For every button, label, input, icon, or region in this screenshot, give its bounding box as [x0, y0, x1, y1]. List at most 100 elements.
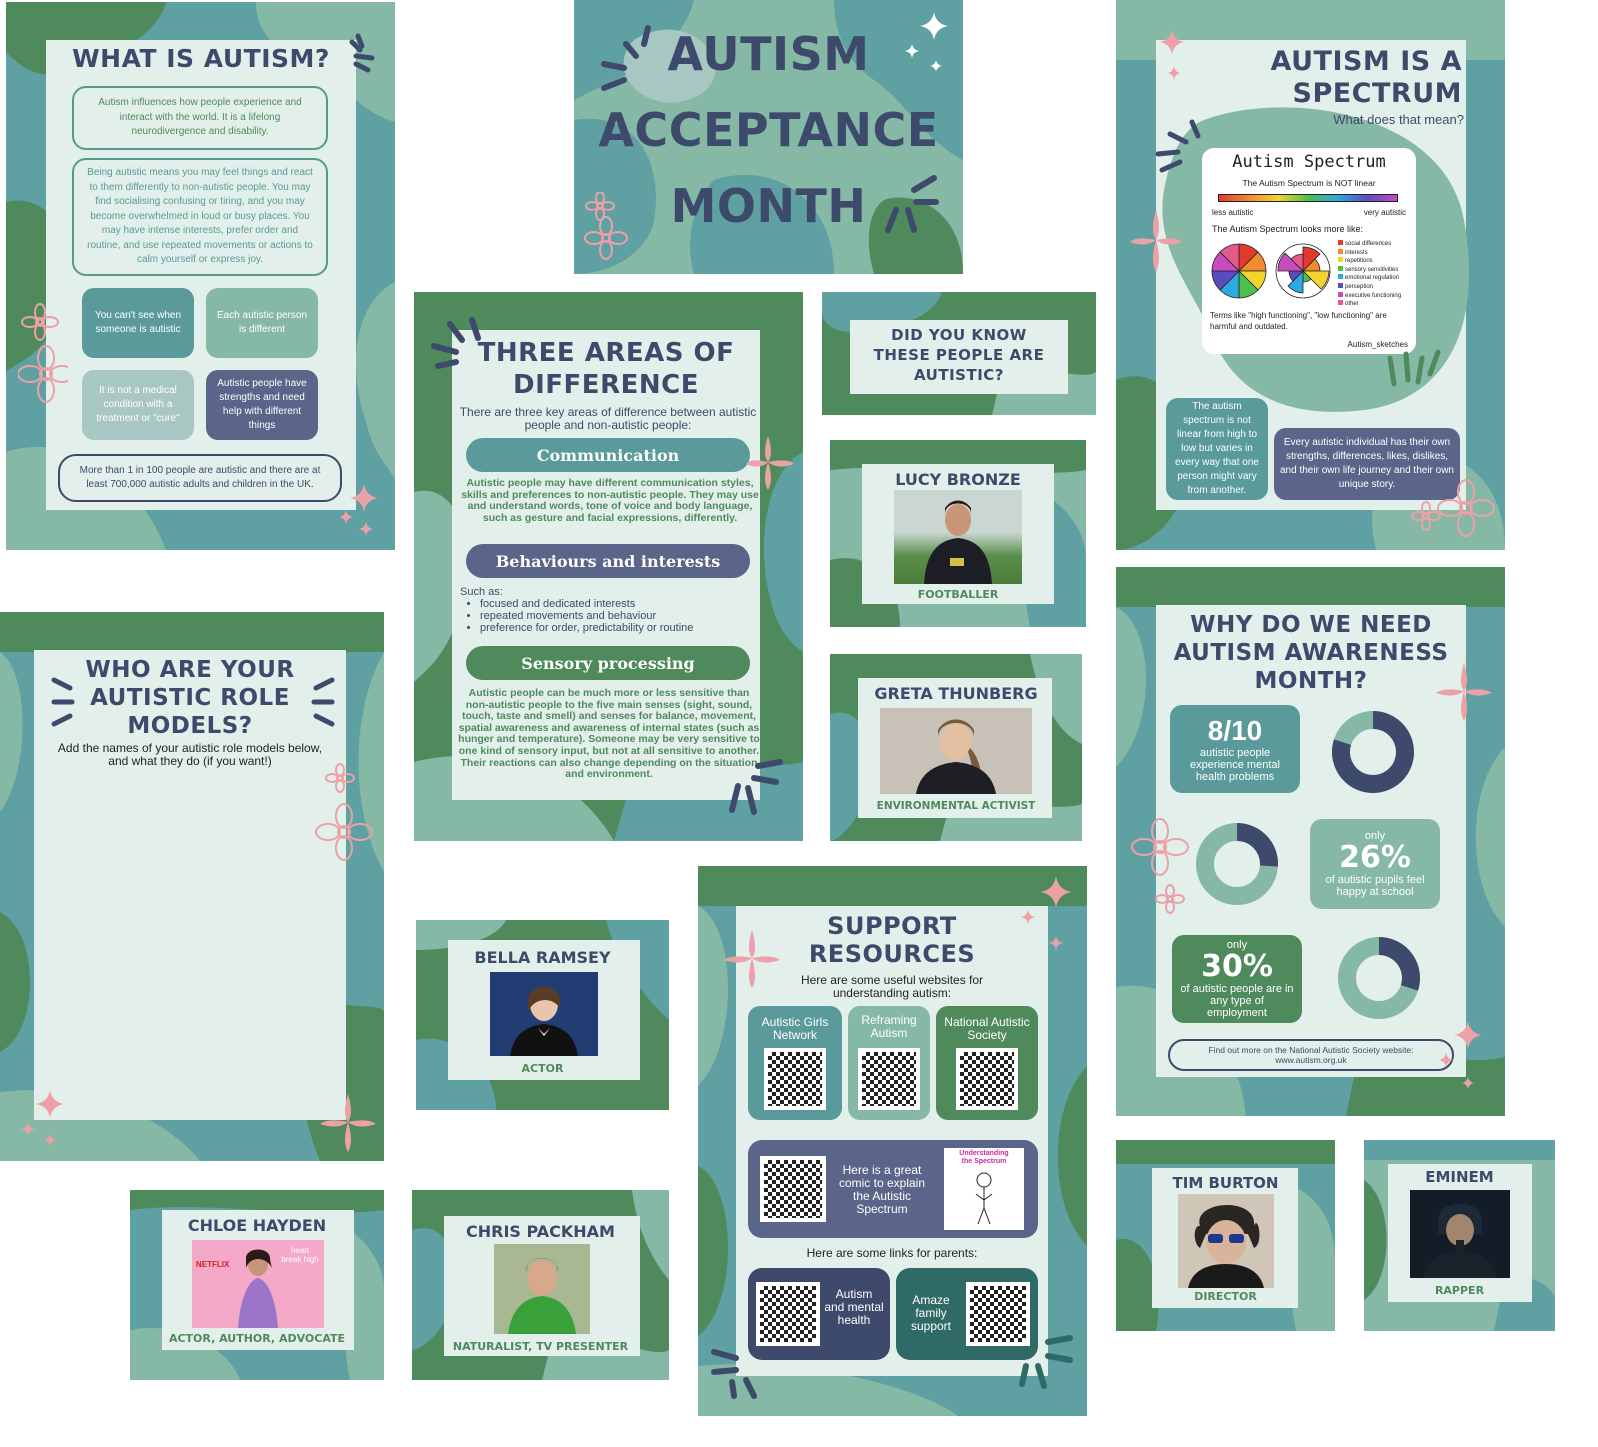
panel-awareness-month: WHY DO WE NEED AUTISM AWARENESS MONTH? 8… — [1116, 567, 1505, 1116]
photo-caption: heart break high — [281, 1246, 319, 1264]
panel-tim-burton: TIM BURTON DIRECTOR — [1116, 1140, 1335, 1331]
panel-eminem: EMINEM RAPPER — [1364, 1140, 1555, 1331]
acceptance-title-line1: AUTISM — [667, 27, 870, 81]
spectrum-left-box: The autism spectrum is not linear from h… — [1166, 398, 1268, 500]
parents-label: Here are some links for parents: — [806, 1246, 978, 1260]
spectrum-right-box: Every autistic individual has their own … — [1274, 428, 1460, 500]
stat-footer: More than 1 in 100 people are autistic a… — [58, 454, 342, 502]
sparkle-icon — [1021, 876, 1072, 950]
flower-icon — [320, 1094, 376, 1152]
person-name: EMINEM — [1425, 1168, 1494, 1186]
comic-resource[interactable]: Here is a great comic to explain the Aut… — [748, 1140, 1038, 1238]
sensory-heading: Sensory processing — [466, 646, 750, 680]
list-item: repeated movements and behaviour — [480, 610, 750, 622]
burst-lines-icon — [601, 25, 651, 91]
sparkle-icon — [1439, 1021, 1482, 1089]
flower-icon — [1130, 210, 1182, 272]
tile-not-medical: It is not a medical condition with a tre… — [82, 370, 194, 440]
legend-item: perception — [1338, 282, 1414, 292]
donut-segment — [1236, 823, 1278, 867]
sketch-looks: The Autism Spectrum looks more like: — [1212, 224, 1364, 234]
sketch-credit: Autism_sketches — [1347, 340, 1408, 349]
role-models-title-line1: WHO ARE YOUR — [85, 657, 295, 683]
person-name: TIM BURTON — [1172, 1174, 1279, 1192]
burst-lines-icon — [349, 33, 375, 73]
flower-icon — [1411, 479, 1495, 537]
spectrum-wheel-icon — [1211, 243, 1267, 299]
panel-role-models: WHO ARE YOUR AUTISTIC ROLE MODELS? Add t… — [0, 612, 384, 1161]
person-name: CHRIS PACKHAM — [466, 1222, 615, 1241]
support-intro: Here are some useful websites for unders… — [800, 973, 984, 1000]
panel-bella-ramsey: BELLA RAMSEY ACTOR — [416, 920, 669, 1110]
donut-segment — [1378, 937, 1420, 991]
burst-lines-icon — [1387, 349, 1441, 387]
panel-lucy-bronze: LUCY BRONZE FOOTBALLER — [830, 440, 1086, 627]
sketch-title: Autism Spectrum — [1232, 152, 1386, 172]
behaviours-heading: Behaviours and interests — [466, 544, 750, 578]
person-role: ACTOR, AUTHOR, ADVOCATE — [168, 1332, 346, 1345]
awareness-footer[interactable]: Find out more on the National Autistic S… — [1168, 1039, 1454, 1071]
resource-autistic-girls-network[interactable]: Autistic Girls Network — [748, 1006, 842, 1120]
such-as-label: Such as: — [460, 586, 503, 598]
resource-national-autistic-society[interactable]: National Autistic Society — [936, 1006, 1038, 1120]
behaviours-list: focused and dedicated interests repeated… — [480, 598, 750, 634]
legend-item: interests — [1338, 248, 1414, 258]
parent-resource-mental-health[interactable]: Autism and mental health — [748, 1268, 890, 1360]
qr-code-icon — [956, 1048, 1018, 1110]
panel-did-you-know: DID YOU KNOW THESE PEOPLE ARE AUTISTIC? — [822, 292, 1096, 415]
donut-chart-employment — [1338, 937, 1420, 1019]
parent-resource-amaze[interactable]: Amaze family support — [896, 1268, 1038, 1360]
rainbow-bar — [1218, 194, 1398, 202]
sketch-not-linear: The Autism Spectrum is NOT linear — [1242, 178, 1376, 188]
panel-chris-packham: CHRIS PACKHAM NATURALIST, TV PRESENTER — [412, 1190, 669, 1380]
intro-box: Autism influences how people experience … — [72, 86, 328, 150]
person-role: NATURALIST, TV PRESENTER — [452, 1340, 629, 1353]
detail-box: Being autistic means you may feel things… — [72, 158, 328, 276]
qr-code-icon — [966, 1282, 1030, 1346]
person-photo — [880, 708, 1032, 794]
burst-lines-icon — [1155, 119, 1201, 173]
sketch-less: less autistic — [1212, 208, 1254, 217]
person-role: DIRECTOR — [1194, 1290, 1257, 1303]
panel-three-areas: THREE AREAS OF DIFFERENCE There are thre… — [414, 292, 803, 841]
tile-cant-see: You can't see when someone is autistic — [82, 288, 194, 358]
donut-chart-mental-health — [1332, 711, 1414, 793]
flower-icon — [1131, 818, 1189, 914]
panel-chloe-hayden: CHLOE HAYDEN NETFLIX heart break high AC… — [130, 1190, 384, 1380]
sketch-terms: Terms like "high functioning", "low func… — [1210, 311, 1387, 331]
burst-lines-icon — [431, 317, 481, 369]
page-title: WHAT IS AUTISM? — [72, 44, 330, 73]
burst-lines-icon — [51, 677, 75, 727]
panel-support-resources: SUPPORT RESOURCES Here are some useful w… — [698, 866, 1087, 1416]
panel-greta-thunberg: GRETA THUNBERG ENVIRONMENTAL ACTIVIST — [830, 654, 1082, 841]
panel-acceptance-month: AUTISM ACCEPTANCE MONTH — [574, 0, 963, 274]
sketch-very: very autistic — [1363, 208, 1406, 217]
support-title-line2: RESOURCES — [808, 940, 976, 968]
person-role: RAPPER — [1434, 1284, 1485, 1297]
resource-reframing-autism[interactable]: Reframing Autism — [848, 1006, 930, 1120]
legend-item: sensory sensitivities — [1338, 265, 1414, 275]
legend-item: emotional regulation — [1338, 274, 1414, 283]
burst-lines-icon — [885, 175, 939, 233]
person-role: ACTOR — [521, 1062, 564, 1075]
stat-employment: only 30% of autistic people are in any t… — [1172, 935, 1302, 1023]
role-models-subtitle: Add the names of your autistic role mode… — [57, 741, 323, 768]
role-models-writing-area[interactable] — [40, 772, 340, 1112]
person-name: LUCY BRONZE — [895, 470, 1021, 489]
did-you-know-line1: DID YOU KNOW — [891, 326, 1027, 344]
qr-code-icon — [858, 1048, 920, 1110]
comic-figure-icon — [975, 1172, 993, 1225]
flower-icon — [18, 303, 68, 403]
tile-strengths: Autistic people have strengths and need … — [206, 370, 318, 440]
acceptance-title-line3: MONTH — [670, 179, 867, 233]
legend-item: executive functioning — [1338, 291, 1414, 301]
awareness-title-line3: MONTH? — [1254, 668, 1368, 694]
photo-caption: NETFLIX — [196, 1260, 230, 1269]
flower-icon — [584, 192, 628, 260]
burst-lines-icon — [1019, 1335, 1073, 1389]
content-card — [34, 650, 346, 1120]
communication-text: Autistic people may have different commu… — [461, 477, 759, 524]
did-you-know-line3: AUTISTIC? — [914, 366, 1004, 384]
stat-mental-health: 8/10 autistic people experience mental h… — [1170, 705, 1300, 793]
sparkle-icon — [21, 1090, 64, 1146]
